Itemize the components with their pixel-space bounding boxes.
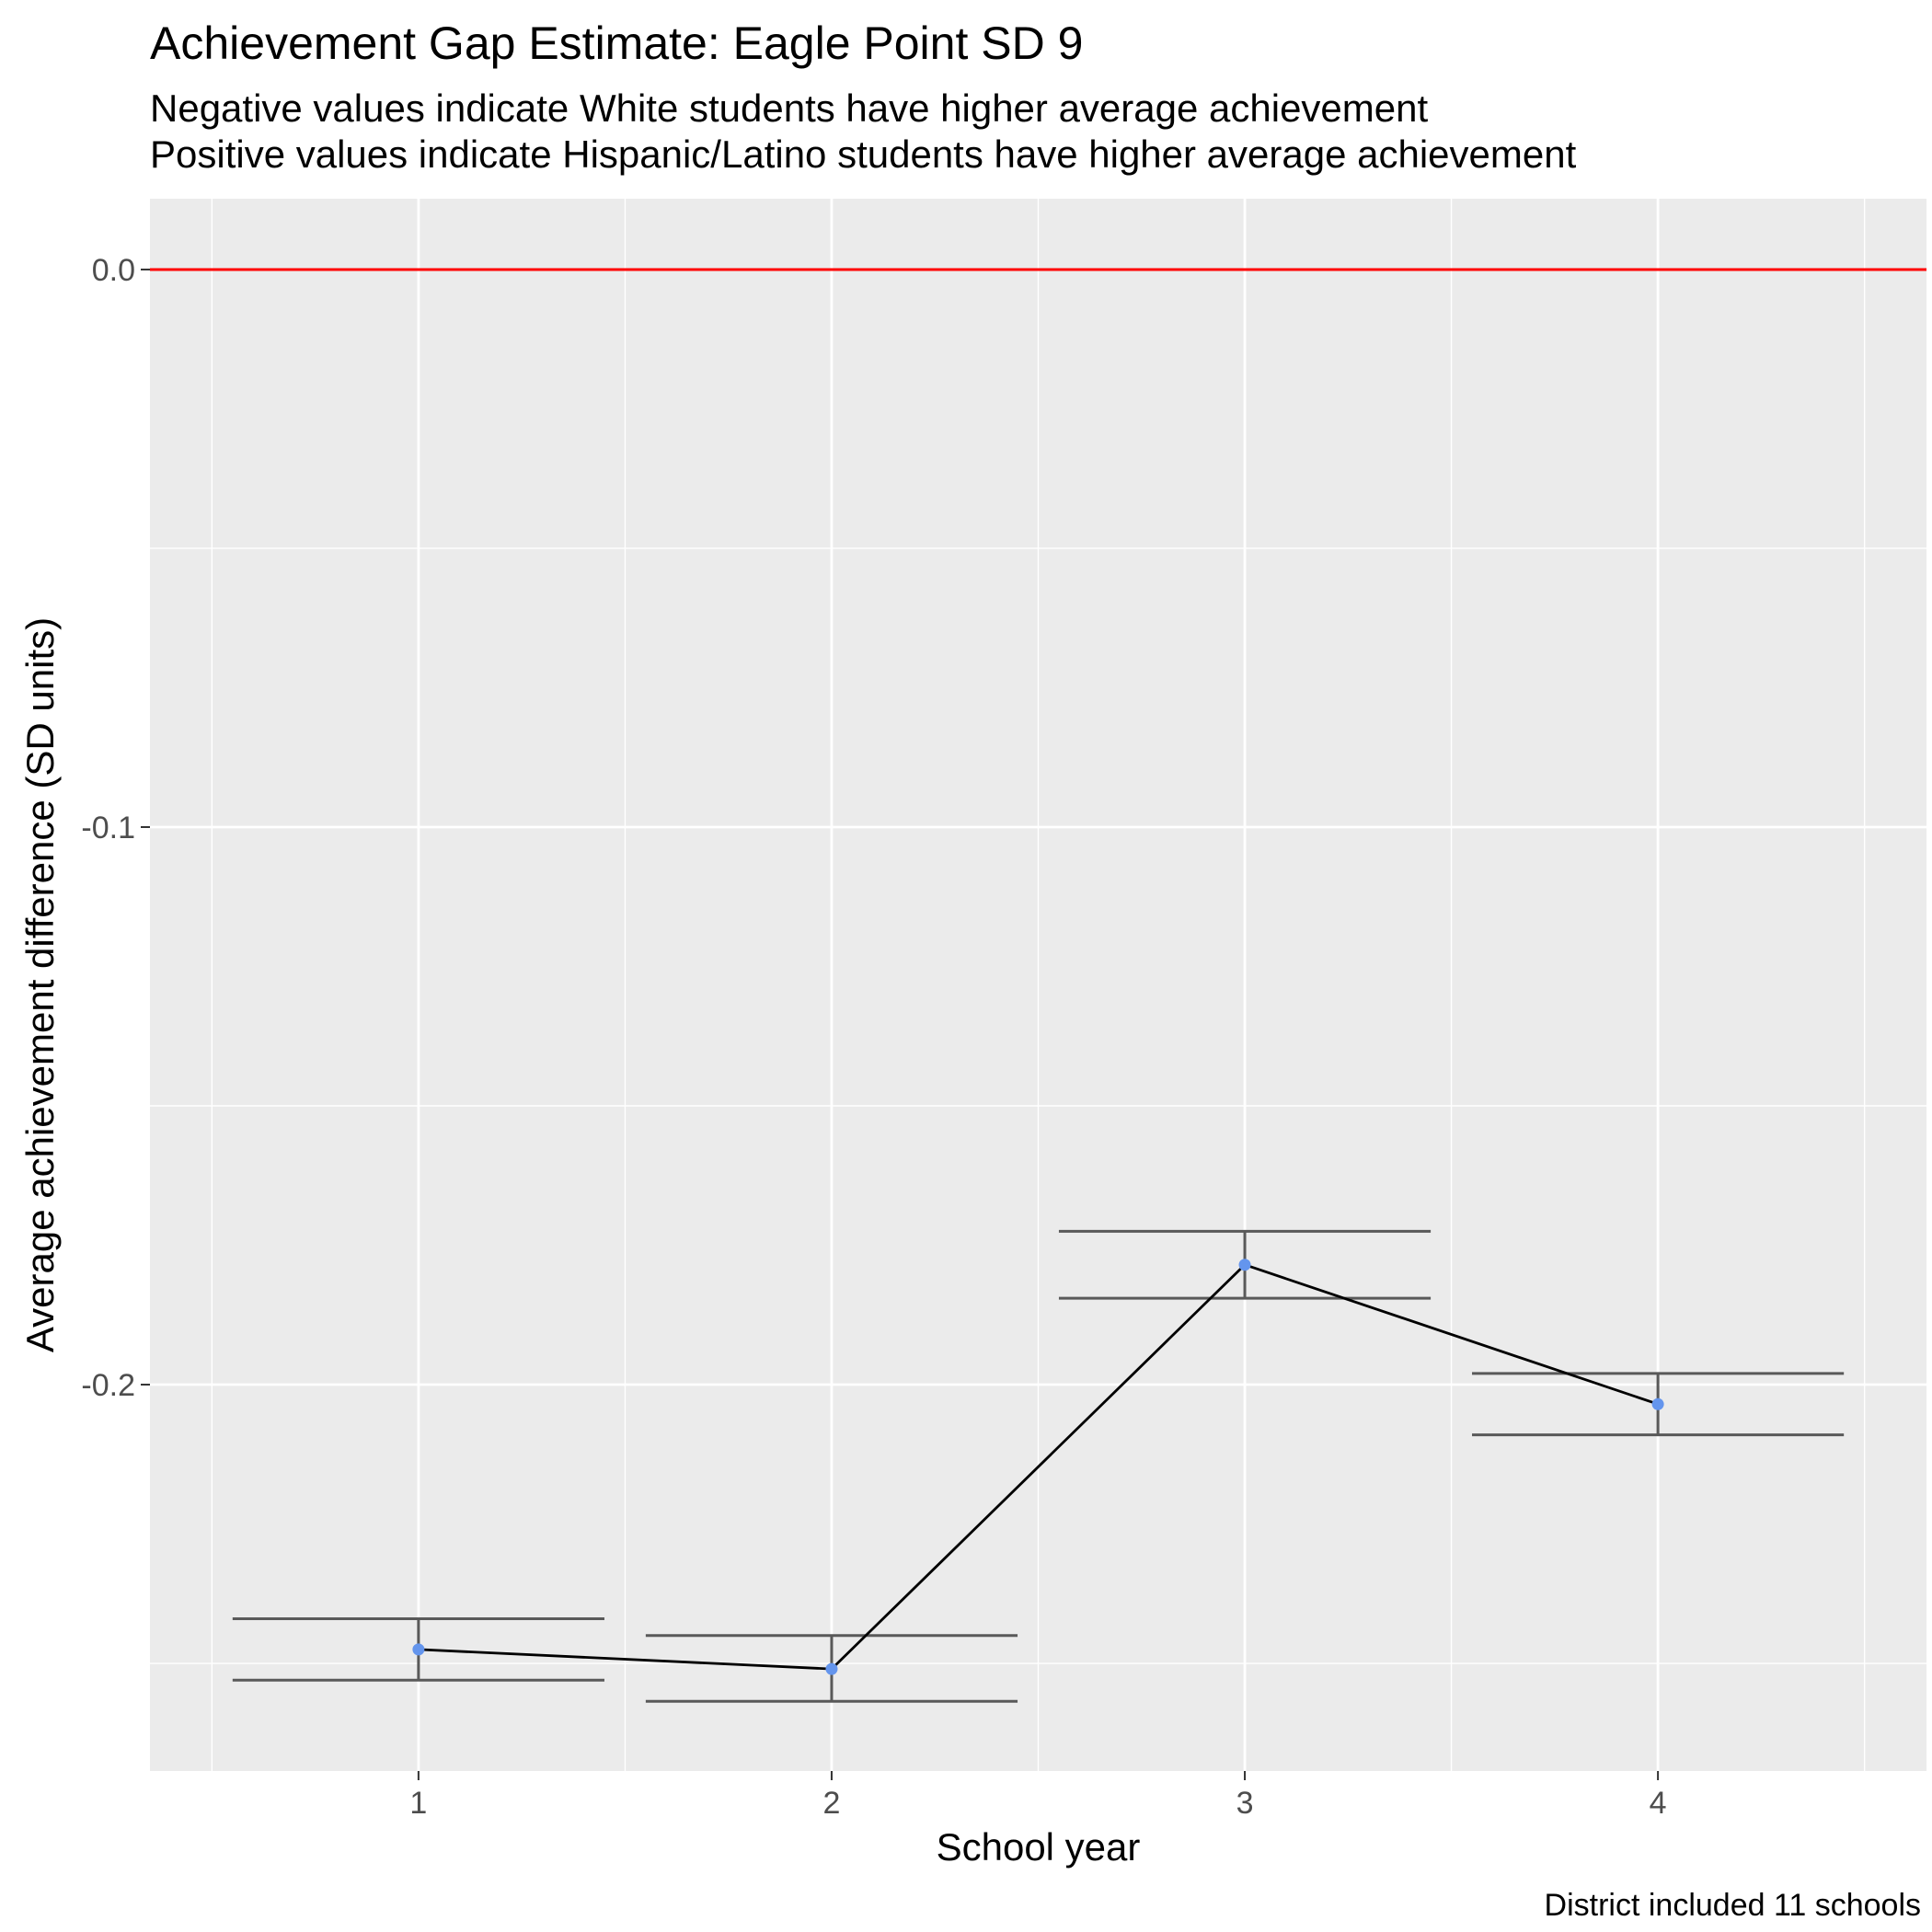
data-point: [1651, 1397, 1664, 1410]
x-tick-label: 4: [1650, 1786, 1667, 1821]
x-axis-ticks: 1 2 3 4: [409, 1771, 1667, 1821]
data-point: [412, 1643, 425, 1656]
subtitle-line-1: Negative values indicate White students …: [150, 86, 1429, 130]
y-tick-label: 0.0: [92, 253, 135, 288]
y-axis-title: Average achievement difference (SD units…: [18, 617, 62, 1352]
data-point: [1238, 1259, 1251, 1271]
y-axis-ticks: 0.0 -0.1 -0.2: [81, 253, 150, 1403]
data-points: [412, 1259, 1664, 1675]
y-tick-label: -0.2: [81, 1368, 135, 1403]
data-point: [825, 1662, 838, 1675]
chart-subtitle: Negative values indicate White students …: [150, 86, 1576, 178]
x-tick-label: 1: [409, 1786, 427, 1821]
x-axis-title: School year: [937, 1825, 1141, 1869]
x-tick-label: 3: [1236, 1786, 1254, 1821]
chart-caption: District included 11 schools: [1544, 1888, 1921, 1923]
x-tick-label: 2: [823, 1786, 841, 1821]
subtitle-line-2: Positive values indicate Hispanic/Latino…: [150, 132, 1577, 176]
series-line: [418, 1263, 1659, 1671]
chart-title: Achievement Gap Estimate: Eagle Point SD…: [150, 17, 1084, 69]
y-tick-label: -0.1: [81, 811, 135, 845]
